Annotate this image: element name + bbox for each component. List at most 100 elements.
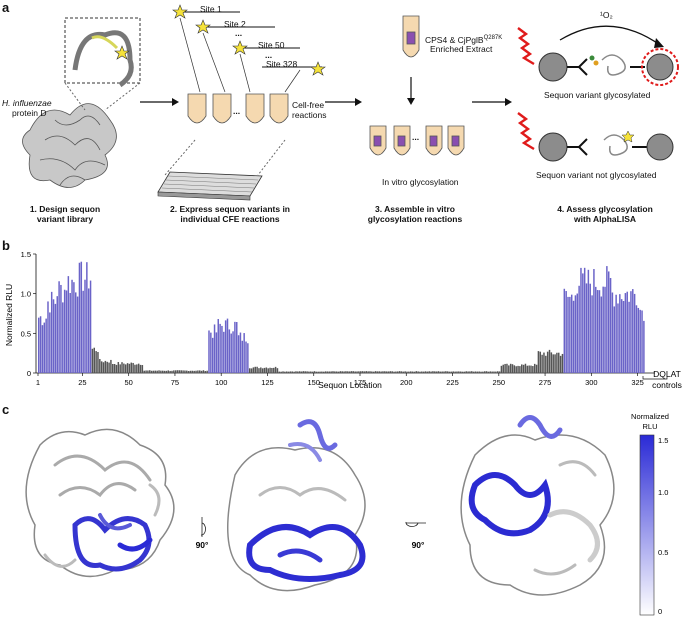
step-4: 4. Assess glycosylation with AlphaLISA — [557, 204, 653, 224]
star-icon — [114, 45, 130, 60]
protein-suffix: protein D — [12, 108, 47, 118]
x-tick-label: 250 — [493, 378, 506, 387]
bar — [182, 370, 184, 373]
site-stars — [172, 4, 326, 76]
bar — [65, 290, 68, 373]
bar — [145, 370, 147, 373]
colorbar-tick-1-5: 1.5 — [658, 436, 668, 445]
bar — [200, 370, 203, 373]
bar — [156, 370, 158, 373]
bar — [543, 352, 545, 373]
bar — [467, 371, 469, 373]
bar — [149, 370, 151, 373]
bar — [247, 343, 249, 373]
bar — [173, 370, 175, 373]
panel-label-c: c — [2, 402, 10, 417]
bar — [163, 370, 166, 373]
bar — [99, 359, 101, 373]
bar — [607, 271, 610, 373]
bar — [570, 294, 573, 373]
bar — [643, 320, 645, 373]
bar — [63, 289, 66, 373]
bar — [441, 371, 443, 373]
bar — [360, 371, 362, 373]
bar — [530, 365, 532, 373]
bar — [136, 364, 138, 373]
step-1: 1. Design sequon variant library — [29, 204, 101, 224]
bar — [528, 365, 530, 373]
bar — [365, 371, 368, 373]
bar — [104, 360, 107, 373]
bar — [389, 371, 392, 373]
x-tick-label: 1 — [36, 378, 40, 387]
singlet-oxygen-label: ¹O₂ — [600, 10, 613, 20]
bar — [491, 371, 493, 373]
bar — [459, 371, 462, 373]
bar — [572, 300, 575, 373]
rotation-label-2: 90° — [412, 540, 425, 550]
bar — [337, 371, 340, 373]
bar — [313, 371, 316, 373]
bar — [261, 368, 264, 373]
bar — [548, 349, 551, 373]
ellipsis-3: ... — [233, 106, 241, 116]
bar — [322, 371, 325, 373]
bar — [174, 370, 177, 373]
bar — [487, 371, 490, 373]
bar — [128, 363, 131, 373]
bar — [219, 323, 221, 373]
bar — [448, 371, 451, 373]
bar — [384, 371, 386, 373]
bar — [334, 371, 336, 373]
bar — [626, 291, 628, 373]
bar — [348, 371, 351, 373]
bar — [121, 362, 123, 373]
zoom-box — [64, 17, 141, 84]
bar — [124, 364, 127, 373]
bar — [637, 307, 640, 373]
bar — [641, 310, 643, 373]
bar — [302, 371, 305, 373]
bar — [385, 371, 388, 373]
bar — [550, 352, 553, 373]
protein-name: H. influenzae — [2, 98, 52, 108]
bar — [591, 295, 593, 373]
bar — [76, 296, 79, 373]
bar — [406, 371, 408, 373]
bar — [361, 371, 364, 373]
bar — [600, 296, 603, 373]
bar — [263, 367, 266, 373]
bar — [278, 371, 281, 373]
bar — [43, 322, 46, 373]
bar — [343, 371, 345, 373]
bar — [191, 370, 194, 373]
bar — [204, 371, 207, 373]
bar — [430, 371, 432, 373]
bar — [224, 320, 227, 373]
cfe-tubes — [187, 93, 289, 124]
bar — [95, 351, 97, 373]
bar — [260, 367, 262, 373]
bar — [617, 303, 619, 373]
bar — [354, 371, 356, 373]
bar — [402, 371, 405, 373]
bar — [635, 305, 638, 373]
bar — [356, 371, 358, 373]
bar — [398, 371, 401, 373]
bar — [297, 371, 299, 373]
rlu-bar-chart: Normalized RLU Sequon Location DQLAT con… — [4, 250, 682, 390]
panel-c-structures: 90° 90° Normalized RLU 1.5 1.0 0.5 0 — [25, 412, 669, 616]
bar — [41, 325, 44, 373]
bar — [541, 354, 543, 373]
x-tick-label: 300 — [585, 378, 598, 387]
bar — [367, 371, 369, 373]
bar — [358, 371, 360, 373]
bar — [280, 371, 282, 373]
bar — [352, 371, 355, 373]
bar — [391, 371, 393, 373]
bar — [130, 362, 133, 373]
bar — [576, 293, 579, 373]
bar — [306, 371, 308, 373]
bar — [287, 371, 290, 373]
bar — [310, 371, 312, 373]
